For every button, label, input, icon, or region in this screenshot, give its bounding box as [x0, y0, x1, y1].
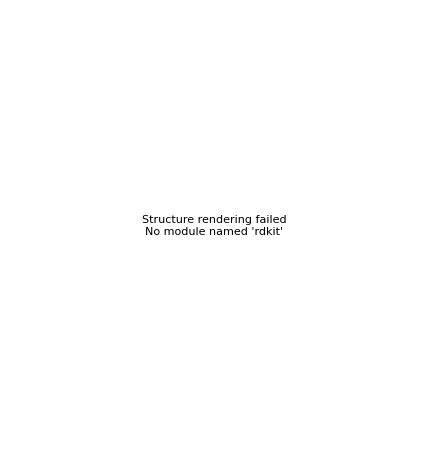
Text: Structure rendering failed
No module named 'rdkit': Structure rendering failed No module nam…: [142, 215, 286, 236]
